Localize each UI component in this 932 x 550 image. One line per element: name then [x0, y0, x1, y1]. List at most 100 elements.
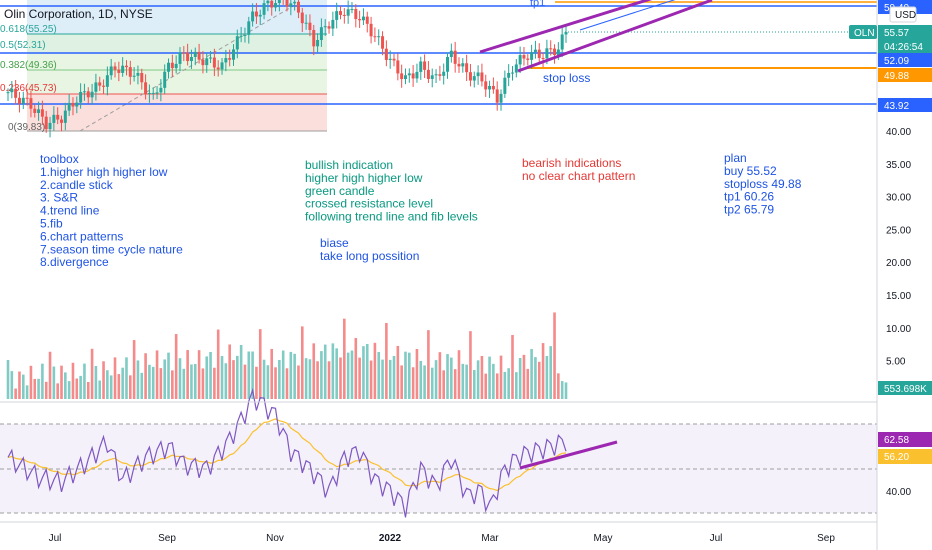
candle-body: [308, 22, 312, 30]
trend-channel-lower[interactable]: [517, 0, 713, 73]
note-line: higher high higher low: [305, 171, 423, 185]
candle-body: [346, 9, 350, 16]
time-tick-label: May: [594, 533, 613, 544]
volume-bar: [358, 357, 361, 399]
currency-badge[interactable]: USD: [889, 6, 917, 23]
volume-bar: [21, 374, 25, 399]
candle-body: [201, 59, 205, 66]
candle-body: [316, 40, 320, 47]
candle-body: [25, 97, 29, 99]
candle-body: [488, 85, 492, 90]
rsi-trend-line[interactable]: [519, 440, 618, 470]
volume-bar: [530, 348, 533, 399]
volume-bar: [18, 371, 21, 399]
candle-body: [193, 51, 197, 58]
candle-body: [33, 108, 37, 113]
symbol-title[interactable]: Olin Corporation, 1D, NYSE: [4, 7, 153, 21]
volume-bar: [86, 381, 90, 399]
candle-body: [361, 16, 365, 21]
candle-body: [377, 36, 381, 38]
volume-bar: [178, 358, 182, 399]
candle-body: [369, 23, 373, 37]
trend-channel-upper[interactable]: [479, 0, 660, 54]
note-line: 8.divergence: [40, 255, 109, 269]
price-label-box: [878, 98, 932, 112]
candle-body: [503, 77, 507, 94]
volume-bar: [484, 373, 488, 399]
candle-body: [507, 72, 511, 78]
volume-bar: [159, 368, 163, 399]
rsi-tick-label: 40.00: [886, 487, 911, 498]
time-tick-label: Jul: [49, 533, 62, 544]
volume-bar: [427, 330, 430, 399]
volume-bar: [132, 340, 136, 399]
note-line: 6.chart patterns: [40, 229, 123, 243]
fib-diagonal: [79, 1, 301, 132]
volume-bar: [90, 348, 94, 399]
candles-group[interactable]: [6, 0, 568, 138]
candle-body: [449, 50, 453, 57]
candle-body: [79, 92, 83, 103]
candle-body: [419, 61, 423, 72]
candle-body: [220, 62, 224, 70]
candle-body: [549, 48, 553, 50]
candle-body: [67, 102, 71, 111]
currency-label: USD: [895, 10, 916, 21]
note-line: bearish indications: [522, 156, 621, 170]
volume-bar: [285, 368, 289, 399]
volume-bar: [350, 350, 354, 399]
fib-label-236: 0.236(45.73): [0, 83, 57, 94]
volume-bar: [109, 375, 113, 399]
note-line: take long possition: [320, 249, 419, 263]
candle-body: [186, 52, 190, 62]
volume-bar: [75, 378, 79, 399]
candle-body: [75, 102, 79, 107]
candle-body: [117, 69, 121, 73]
price-axis[interactable]: [877, 0, 932, 550]
volume-bar: [33, 378, 37, 399]
volume-bar: [98, 380, 102, 399]
candle-body: [533, 49, 537, 53]
candle-body: [224, 58, 228, 63]
candle-body: [29, 98, 33, 109]
volume-bar: [316, 361, 319, 399]
candle-body: [384, 48, 388, 60]
candle-body: [266, 0, 270, 4]
price-ticks: 40.00 35.00 30.00 25.00 20.00 15.00 10.00 5.00 4…: [886, 127, 911, 498]
price-label-box: [878, 68, 932, 82]
candle-body: [453, 50, 457, 64]
volume-bar: [64, 372, 67, 399]
volume-bar: [469, 331, 472, 399]
projection-line: [579, 0, 676, 31]
price-label: 52.09: [884, 56, 909, 67]
candle-body: [277, 0, 281, 4]
candle-body: [545, 48, 549, 59]
volume-bar: [453, 369, 457, 399]
candle-body: [484, 81, 488, 90]
candle-body: [71, 102, 75, 107]
volume-bar: [125, 357, 128, 399]
volume-bar: [362, 346, 365, 399]
candle-body: [82, 91, 86, 93]
candle-body: [102, 85, 106, 87]
symbol-tag-label: OLN: [854, 28, 875, 39]
candle-body: [189, 57, 193, 62]
volume-bar: [262, 359, 266, 399]
time-axis[interactable]: Jul Sep Nov 2022 Mar May Jul Sep: [49, 533, 836, 544]
candle-body: [480, 72, 484, 82]
candle-body: [537, 49, 541, 59]
volume-bar: [537, 361, 541, 399]
volume-bar: [129, 375, 132, 399]
candle-body: [10, 88, 14, 93]
volume-bar: [423, 365, 426, 399]
volume-bar: [83, 363, 86, 399]
volume-bar: [14, 388, 17, 399]
volume-bar: [442, 370, 445, 399]
candle-body: [354, 8, 358, 20]
candle-body: [40, 109, 44, 117]
candle-body: [174, 63, 178, 69]
note-line: biase: [320, 236, 349, 250]
